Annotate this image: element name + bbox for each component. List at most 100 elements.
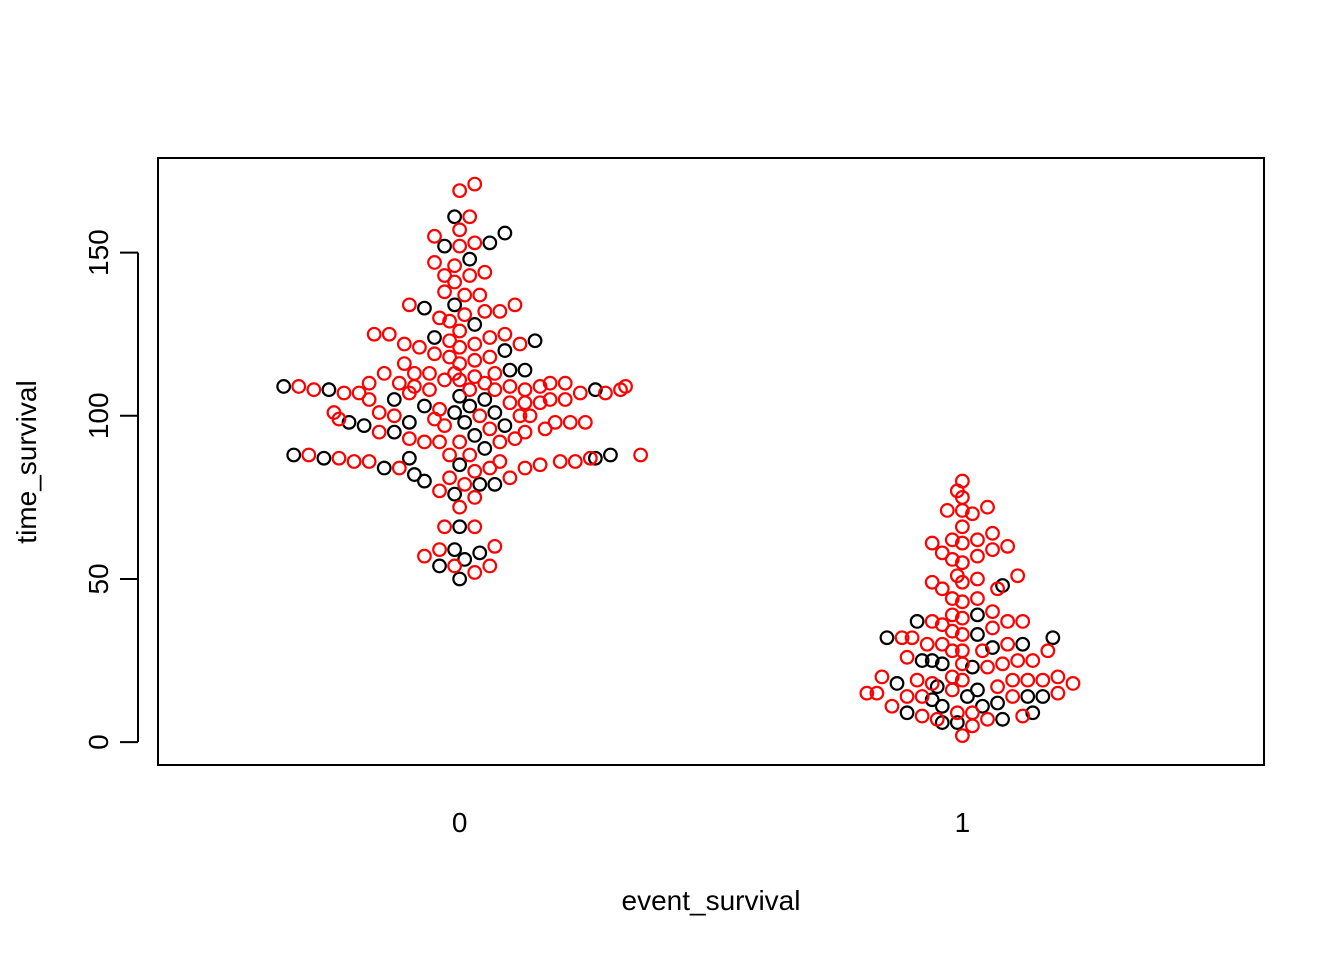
data-point [899, 689, 915, 704]
data-point [427, 346, 442, 362]
data-point [467, 336, 483, 352]
data-point [457, 476, 473, 492]
data-point [970, 548, 985, 564]
data-point [427, 228, 442, 244]
data-point [487, 476, 503, 492]
data-point [587, 450, 603, 466]
data-point [1040, 643, 1056, 659]
data-point [386, 408, 402, 424]
data-point [417, 398, 432, 414]
data-point [477, 303, 493, 319]
x-axis-label: event_survival [622, 885, 801, 916]
data-point [944, 532, 960, 548]
y-axis: 0 50 100 150 [83, 229, 139, 750]
data-point [980, 711, 995, 727]
data-point [517, 424, 533, 440]
data-point [990, 581, 1005, 597]
data-point [527, 333, 543, 349]
data-point [386, 424, 402, 440]
data-point [954, 473, 970, 489]
data-point [462, 398, 478, 414]
data-point [944, 552, 960, 567]
data-point [437, 372, 452, 388]
data-point [472, 545, 488, 561]
data-point [417, 300, 432, 316]
data-point [507, 431, 523, 447]
data-point [452, 388, 468, 404]
data-point [371, 424, 387, 440]
y-tick-label: 0 [83, 734, 114, 750]
data-point [1005, 672, 1021, 688]
data-point [462, 209, 478, 225]
data-point [904, 630, 920, 646]
data-point [939, 503, 955, 518]
data-point [552, 454, 568, 469]
data-point [914, 653, 930, 668]
data-point [1020, 672, 1036, 688]
data-point [1025, 705, 1041, 721]
data-point [316, 450, 332, 466]
data-point [990, 679, 1005, 695]
data-point [899, 649, 915, 665]
data-point [944, 643, 960, 659]
data-point [537, 421, 553, 437]
data-point [497, 326, 513, 342]
data-point [417, 473, 432, 489]
data-point [417, 434, 432, 450]
data-point [869, 685, 885, 701]
data-point [970, 571, 985, 587]
data-point [954, 627, 970, 642]
data-point [949, 705, 965, 721]
data-point [396, 336, 412, 352]
data-point [884, 698, 900, 714]
data-point [934, 581, 950, 597]
data-point [482, 330, 498, 345]
y-axis-label: time_survival [11, 380, 42, 543]
data-point [990, 695, 1005, 711]
data-point [482, 460, 498, 476]
data-point [341, 414, 357, 430]
data-point [562, 414, 578, 430]
data-point [452, 183, 468, 199]
data-point [532, 457, 548, 473]
data-point [432, 310, 447, 326]
data-point [1035, 672, 1051, 688]
data-point [462, 382, 478, 398]
data-point [934, 636, 950, 652]
data-point [934, 617, 950, 633]
data-point [985, 604, 1000, 620]
data-point [462, 268, 478, 283]
data-point [467, 489, 483, 505]
data-point [1010, 568, 1026, 584]
data-point [472, 476, 488, 492]
data-point [401, 431, 417, 447]
data-point [980, 659, 995, 675]
data-point [598, 385, 613, 401]
data-point [361, 454, 377, 469]
data-point [542, 375, 558, 391]
data-point [432, 434, 447, 450]
data-point [477, 264, 493, 280]
data-point [432, 542, 447, 558]
data-point [517, 460, 533, 476]
data-point [437, 519, 452, 535]
data-point [422, 382, 437, 398]
data-point [412, 339, 427, 355]
data-point [427, 330, 442, 345]
data-point [447, 297, 463, 313]
data-point [391, 460, 407, 476]
data-point [970, 591, 985, 606]
data-point [954, 672, 970, 688]
data-point [406, 365, 422, 381]
data-point [502, 470, 518, 486]
data-point [492, 454, 508, 469]
data-point [949, 715, 965, 730]
data-point [452, 339, 468, 355]
data-point [437, 418, 452, 434]
data-point [452, 571, 468, 587]
data-point [291, 379, 307, 394]
data-point [467, 352, 483, 368]
data-point [970, 682, 985, 698]
data-point [276, 379, 292, 394]
